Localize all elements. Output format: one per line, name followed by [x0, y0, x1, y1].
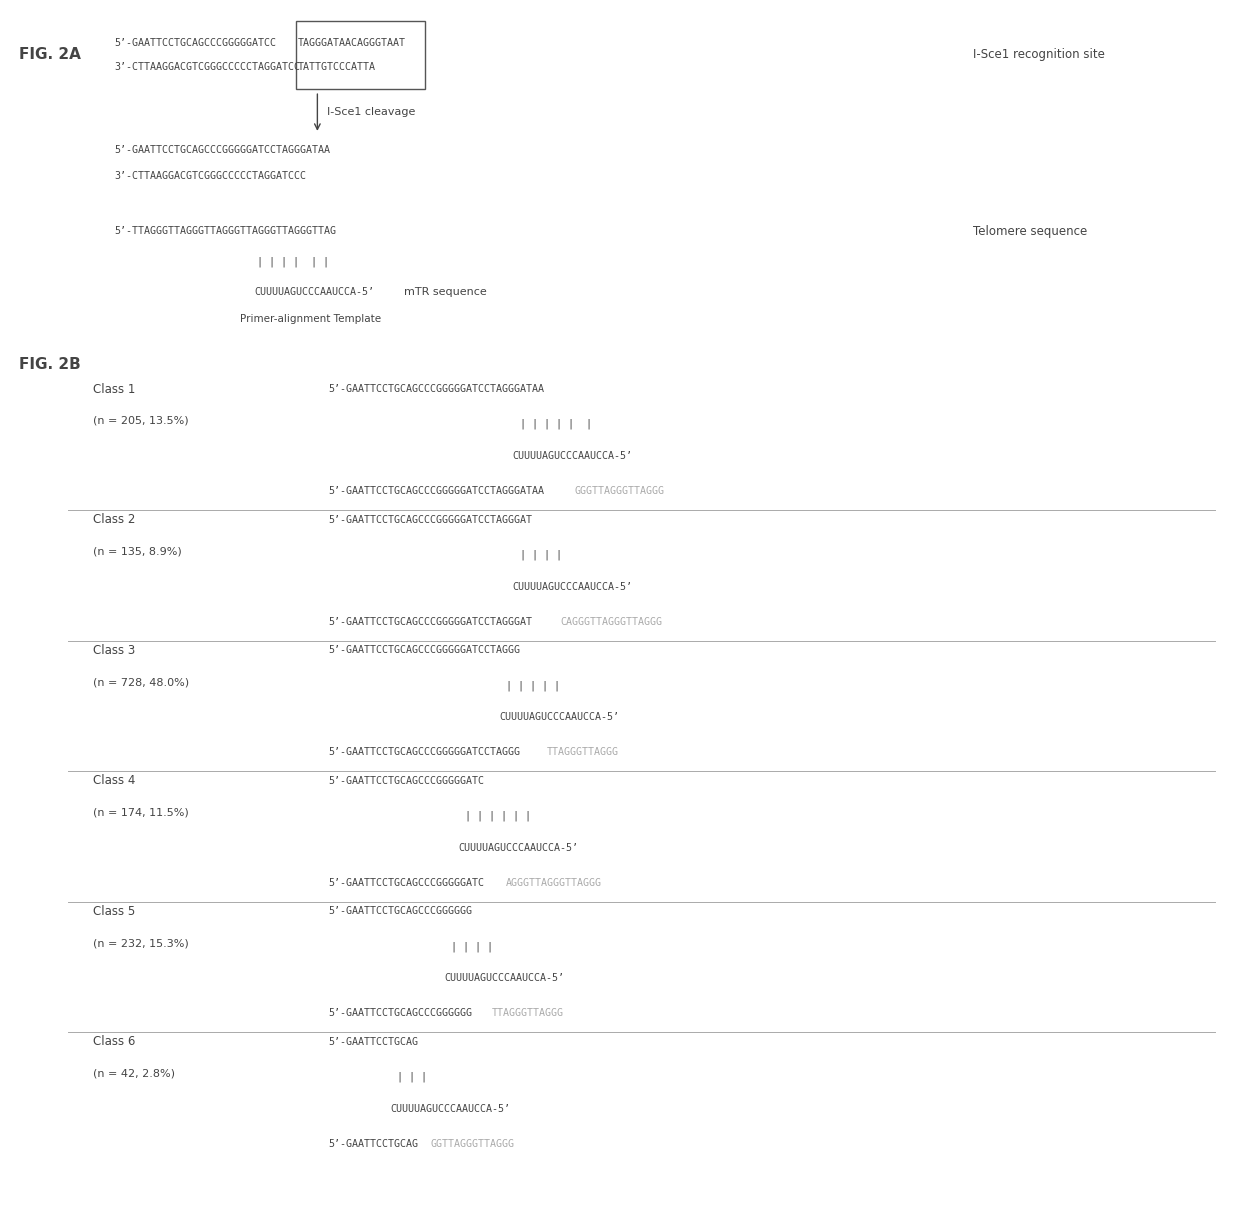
- Text: 5’-GAATTCCTGCAGCCCGGGGGATCCTAGGG: 5’-GAATTCCTGCAGCCCGGGGGATCCTAGGG: [329, 646, 521, 655]
- Text: Class 3: Class 3: [93, 643, 135, 657]
- Text: Class 4: Class 4: [93, 775, 135, 787]
- Text: (n = 174, 11.5%): (n = 174, 11.5%): [93, 807, 188, 817]
- Text: CUUUUAGUCCCAAUCCA-5’: CUUUUAGUCCCAAUCCA-5’: [255, 287, 374, 297]
- Text: TAGGGATAACAGGGTAAT: TAGGGATAACAGGGTAAT: [298, 38, 407, 47]
- Text: TTAGGGTTAGGG: TTAGGGTTAGGG: [547, 747, 619, 758]
- Text: Telomere sequence: Telomere sequence: [973, 225, 1087, 237]
- Text: Class 5: Class 5: [93, 905, 135, 918]
- Text: FIG. 2B: FIG. 2B: [19, 358, 81, 372]
- Text: | | | |  | |: | | | | | |: [258, 257, 330, 266]
- Text: (n = 728, 48.0%): (n = 728, 48.0%): [93, 677, 190, 687]
- Text: | | | | | |: | | | | | |: [465, 811, 531, 821]
- Text: | | | | |  |: | | | | | |: [520, 418, 591, 429]
- Text: TTAGGGTTAGGG: TTAGGGTTAGGG: [492, 1008, 564, 1018]
- Text: 5’-GAATTCCTGCAG: 5’-GAATTCCTGCAG: [329, 1037, 419, 1047]
- Text: TATTGTCCCATTA: TATTGTCCCATTA: [298, 62, 376, 72]
- Text: mTR sequence: mTR sequence: [404, 287, 486, 297]
- Text: Class 1: Class 1: [93, 383, 135, 395]
- Text: 5’-GAATTCCTGCAGCCCGGGGGATC: 5’-GAATTCCTGCAGCCCGGGGGATC: [329, 878, 485, 888]
- Text: FIG. 2A: FIG. 2A: [19, 47, 81, 62]
- Text: (n = 205, 13.5%): (n = 205, 13.5%): [93, 416, 188, 426]
- Text: Primer-alignment Template: Primer-alignment Template: [239, 314, 381, 323]
- Text: Class 6: Class 6: [93, 1036, 135, 1048]
- Text: | | | |: | | | |: [451, 941, 494, 952]
- Text: 5’-GAATTCCTGCAGCCCGGGGGG: 5’-GAATTCCTGCAGCCCGGGGGG: [329, 906, 472, 917]
- Text: 5’-TTAGGGTTAGGGTTAGGGTTAGGGTTAGGGTTAG: 5’-TTAGGGTTAGGGTTAGGGTTAGGGTTAGGGTTAG: [114, 226, 336, 236]
- Text: 5’-GAATTCCTGCAGCCCGGGGGATCCTAGGGATAA: 5’-GAATTCCTGCAGCCCGGGGGATCCTAGGGATAA: [329, 384, 544, 394]
- Text: (n = 232, 15.3%): (n = 232, 15.3%): [93, 939, 188, 948]
- Text: AGGGTTAGGGTTAGGG: AGGGTTAGGGTTAGGG: [506, 878, 601, 888]
- Text: 5’-GAATTCCTGCAGCCCGGGGGG: 5’-GAATTCCTGCAGCCCGGGGGG: [329, 1008, 472, 1018]
- Text: CUUUUAGUCCCAAUCCA-5’: CUUUUAGUCCCAAUCCA-5’: [513, 451, 632, 461]
- Text: GGGTTAGGGTTAGGG: GGGTTAGGGTTAGGG: [574, 486, 665, 496]
- Text: 3’-CTTAAGGACGTCGGGCCCCCTAGGATCCC: 3’-CTTAAGGACGTCGGGCCCCCTAGGATCCC: [114, 171, 306, 181]
- Text: I-Sce1 recognition site: I-Sce1 recognition site: [973, 49, 1105, 61]
- Text: 5’-GAATTCCTGCAGCCCGGGGGATCCTAGGGAT: 5’-GAATTCCTGCAGCCCGGGGGATCCTAGGGAT: [329, 514, 533, 524]
- Text: I-Sce1 cleavage: I-Sce1 cleavage: [327, 107, 415, 118]
- Text: CUUUUAGUCCCAAUCCA-5’: CUUUUAGUCCCAAUCCA-5’: [459, 843, 578, 852]
- Text: 5’-GAATTCCTGCAGCCCGGGGGATCCTAGGG: 5’-GAATTCCTGCAGCCCGGGGGATCCTAGGG: [329, 747, 521, 758]
- Text: 3’-CTTAAGGACGTCGGGCCCCCTAGGATCC: 3’-CTTAAGGACGTCGGGCCCCCTAGGATCC: [114, 62, 300, 72]
- Text: 5’-GAATTCCTGCAGCCCGGGGGATCCTAGGGATAA: 5’-GAATTCCTGCAGCCCGGGGGATCCTAGGGATAA: [329, 486, 544, 496]
- Text: 5’-GAATTCCTGCAGCCCGGGGGATCC: 5’-GAATTCCTGCAGCCCGGGGGATCC: [114, 38, 277, 47]
- Text: CUUUUAGUCCCAAUCCA-5’: CUUUUAGUCCCAAUCCA-5’: [498, 713, 619, 722]
- Text: Class 2: Class 2: [93, 513, 135, 527]
- Text: 5’-GAATTCCTGCAGCCCGGGGGATC: 5’-GAATTCCTGCAGCCCGGGGGATC: [329, 776, 485, 786]
- Text: 5’-GAATTCCTGCAGCCCGGGGGATCCTAGGGAT: 5’-GAATTCCTGCAGCCCGGGGGATCCTAGGGAT: [329, 617, 533, 626]
- Text: | | | | |: | | | | |: [506, 680, 560, 691]
- Text: | | | |: | | | |: [520, 550, 562, 561]
- Text: CAGGGTTAGGGTTAGGG: CAGGGTTAGGGTTAGGG: [560, 617, 662, 626]
- Text: 5’-GAATTCCTGCAGCCCGGGGGATCCTAGGGATAA: 5’-GAATTCCTGCAGCCCGGGGGATCCTAGGGATAA: [114, 145, 330, 154]
- Text: | | |: | | |: [397, 1071, 427, 1082]
- Text: GGTTAGGGTTAGGG: GGTTAGGGTTAGGG: [432, 1139, 515, 1149]
- Text: CUUUUAGUCCCAAUCCA-5’: CUUUUAGUCCCAAUCCA-5’: [389, 1104, 510, 1114]
- Text: CUUUUAGUCCCAAUCCA-5’: CUUUUAGUCCCAAUCCA-5’: [445, 973, 564, 984]
- Text: 5’-GAATTCCTGCAG: 5’-GAATTCCTGCAG: [329, 1139, 419, 1149]
- Text: CUUUUAGUCCCAAUCCA-5’: CUUUUAGUCCCAAUCCA-5’: [513, 581, 632, 591]
- Text: (n = 42, 2.8%): (n = 42, 2.8%): [93, 1069, 175, 1079]
- Text: (n = 135, 8.9%): (n = 135, 8.9%): [93, 546, 182, 557]
